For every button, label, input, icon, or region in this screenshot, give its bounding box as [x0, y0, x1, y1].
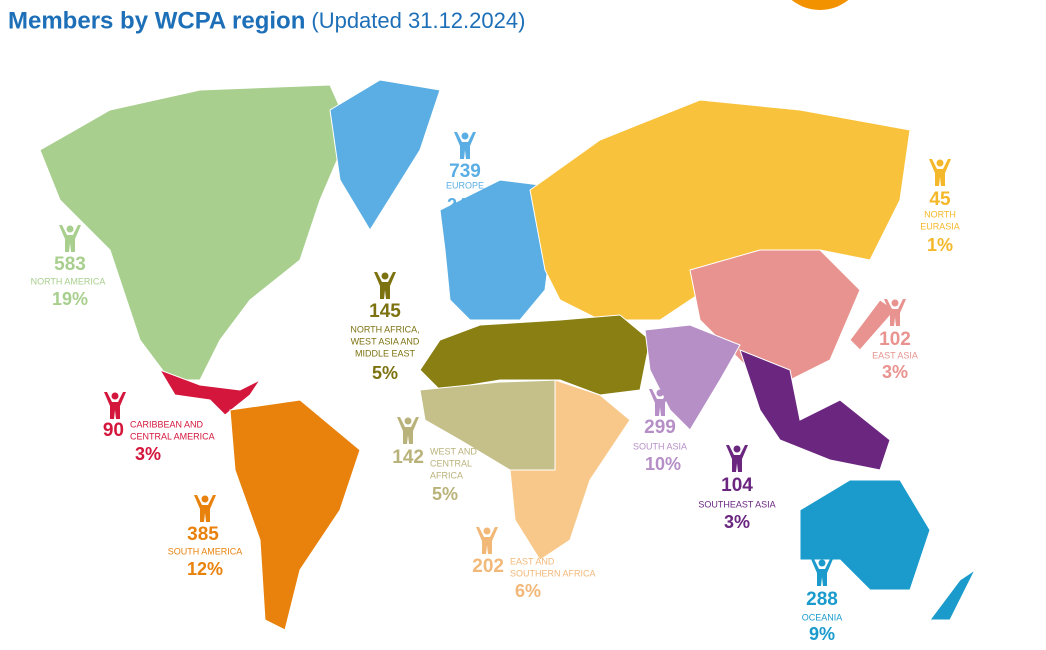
region-name: EAST ASIA: [872, 350, 918, 360]
member-count: 583: [54, 254, 86, 275]
region-name: NORTH AMERICA: [31, 276, 106, 286]
member-percent: 10%: [645, 454, 681, 474]
region-label: 90 CARIBBEAN AND CENTRAL AMERICA 3%: [103, 392, 215, 464]
region-name: SOUTHEAST ASIA: [698, 499, 775, 509]
member-percent: 19%: [52, 289, 88, 309]
south-asia: [644, 324, 741, 431]
member-count: 45: [929, 189, 951, 210]
member-percent: 3%: [135, 444, 161, 464]
region-name: OCEANIA: [802, 612, 843, 622]
south-america: [229, 399, 361, 631]
person-icon: [726, 445, 748, 472]
region-label: 202 EAST AND SOUTHERN AFRICA 6%: [472, 527, 596, 601]
southeast-asia: [739, 349, 891, 471]
person-icon: [374, 272, 396, 299]
person-icon: [811, 559, 833, 586]
member-count: 142: [392, 447, 424, 468]
member-count: 104: [721, 475, 753, 496]
member-percent: 5%: [372, 363, 398, 383]
north-america: [39, 84, 351, 381]
member-count: 145: [369, 301, 401, 322]
person-icon: [194, 495, 216, 522]
member-percent: 24%: [447, 195, 483, 215]
region-name: SOUTH ASIA: [633, 441, 687, 451]
person-icon: [454, 132, 476, 159]
new-zealand: [929, 568, 977, 621]
member-count: 288: [806, 589, 838, 610]
region-name: MIDDLE EAST: [355, 348, 416, 358]
region-name: EURASIA: [920, 221, 960, 231]
member-percent: 9%: [809, 624, 835, 644]
title: Members by WCPA region: [8, 7, 305, 34]
person-icon: [59, 225, 81, 252]
caribbean: [158, 369, 262, 416]
member-percent: 1%: [927, 235, 953, 255]
west-central-africa: [419, 379, 561, 471]
region-name: CENTRAL: [430, 458, 472, 468]
region-name: NORTH AFRICA,: [350, 324, 419, 334]
member-count: 102: [879, 329, 911, 350]
region-label: 142 WEST AND CENTRAL AFRICA 5%: [392, 417, 477, 504]
region-name: CARIBBEAN AND: [130, 419, 204, 429]
region-name: WEST ASIA AND: [351, 336, 420, 346]
region-label: 145 NORTH AFRICA, WEST ASIA AND MIDDLE EAST…: [350, 272, 420, 383]
subtitle: (Updated 31.12.2024): [311, 8, 525, 33]
region-name: EUROPE: [446, 180, 484, 190]
member-count: 739: [449, 161, 481, 182]
member-percent: 6%: [515, 581, 541, 601]
region-name: AFRICA: [430, 470, 463, 480]
region-name: SOUTH AMERICA: [168, 546, 243, 556]
region-label: 299 SOUTH ASIA 10%: [633, 389, 687, 474]
region-name: WEST AND: [430, 446, 477, 456]
region-label: 288 OCEANIA 9%: [802, 559, 843, 644]
person-icon: [929, 159, 951, 186]
person-icon: [104, 392, 126, 419]
member-count: 299: [644, 417, 676, 438]
world-map: [39, 79, 977, 631]
region-name: EAST AND: [510, 556, 555, 566]
member-percent: 12%: [187, 559, 223, 579]
member-percent: 3%: [724, 512, 750, 532]
member-count: 90: [103, 420, 124, 441]
member-percent: 3%: [882, 362, 908, 382]
region-name: NORTH: [924, 209, 956, 219]
region-name: SOUTHERN AFRICA: [510, 568, 596, 578]
east-southern-africa: [509, 379, 631, 561]
region-label: 104 SOUTHEAST ASIA 3%: [698, 445, 776, 532]
member-percent: 5%: [432, 484, 458, 504]
person-icon: [397, 417, 419, 444]
europe: [439, 179, 556, 321]
person-icon: [476, 527, 498, 554]
member-count: 385: [187, 524, 219, 545]
north-africa-west-asia: [419, 314, 651, 396]
region-name: CENTRAL AMERICA: [130, 431, 215, 441]
greenland: [329, 79, 441, 231]
member-count: 202: [472, 556, 504, 577]
decor-circle: [791, 0, 849, 10]
